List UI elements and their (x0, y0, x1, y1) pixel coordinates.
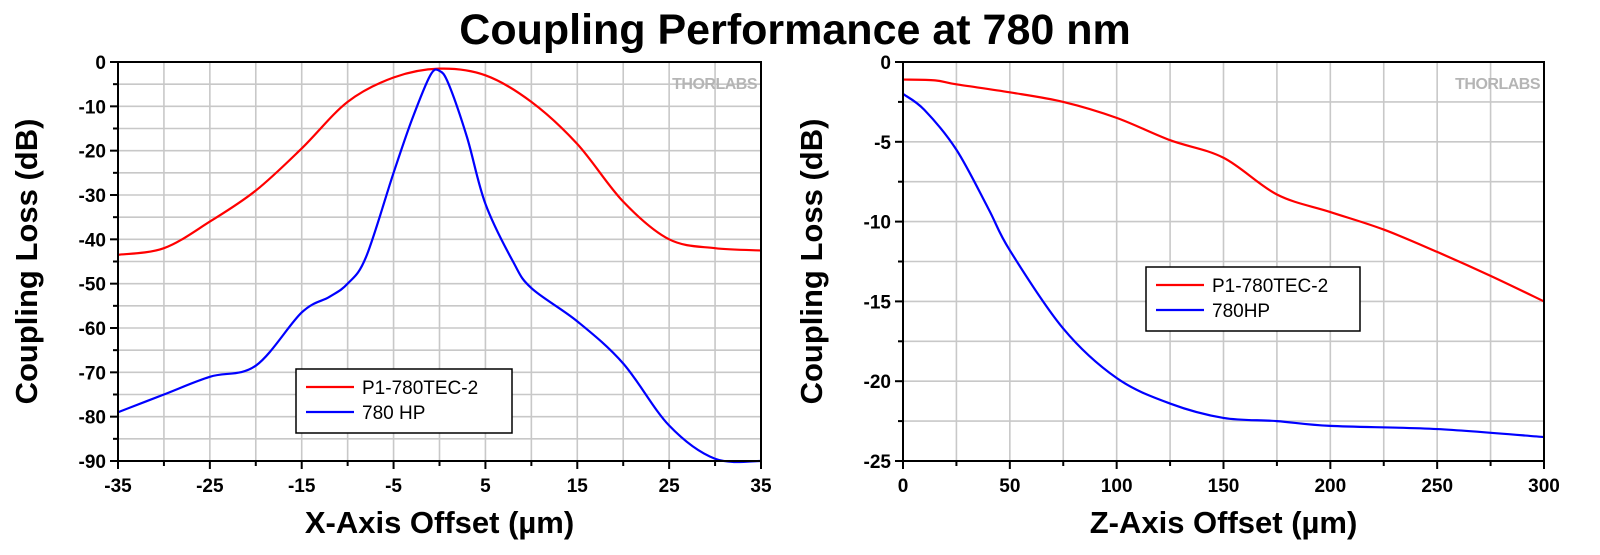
legend-box (295, 368, 513, 434)
y-axis-title: Coupling Loss (dB) (9, 119, 44, 405)
y-tick-label: -5 (874, 133, 891, 154)
x-tick-label: -5 (385, 476, 402, 497)
legend-label: P1-780TEC-2 (1212, 276, 1328, 297)
x-tick-label: 5 (480, 476, 491, 497)
y-axis-title: Coupling Loss (dB) (794, 119, 829, 405)
y-tick-label: -10 (864, 213, 891, 234)
x-tick-label: 250 (1421, 476, 1453, 497)
axis-ticks (110, 61, 762, 469)
legend-label: P1-780TEC-2 (362, 378, 478, 399)
x-tick-label: 25 (659, 476, 681, 497)
thorlabs-watermark: THORLABS (1455, 76, 1541, 93)
y-tick-label: -15 (864, 292, 892, 313)
y-tick-label: 0 (95, 53, 106, 74)
y-tick-label: -90 (79, 452, 106, 473)
figure-title: Coupling Performance at 780 nm (459, 6, 1130, 54)
y-tick-label: -25 (864, 452, 892, 473)
grid-lines (902, 61, 1545, 462)
y-tick-label: -20 (79, 142, 106, 163)
thorlabs-watermark: THORLABS (672, 76, 758, 93)
axis-ticks (895, 61, 1545, 469)
y-tick-label: -10 (79, 97, 106, 118)
y-tick-label: -60 (79, 319, 106, 340)
x-tick-label: 150 (1208, 476, 1240, 497)
y-tick-label: 0 (880, 53, 891, 74)
x-axis-title: Z-Axis Offset (µm) (1090, 505, 1358, 540)
x-tick-label: -15 (288, 476, 316, 497)
y-tick-label: -30 (79, 186, 106, 207)
x-tick-label: -35 (104, 476, 132, 497)
y-tick-label: -20 (864, 372, 891, 393)
x-tick-label: 200 (1314, 476, 1346, 497)
y-tick-label: -40 (79, 230, 106, 251)
y-tick-label: -50 (79, 275, 106, 296)
legend-box (1145, 266, 1361, 332)
y-tick-label: -80 (79, 408, 106, 429)
x-tick-label: 15 (567, 476, 589, 497)
x-axis-title: X-Axis Offset (µm) (305, 505, 574, 540)
z-offset-chart: THORLABS 0 50 100 150 200 250 300 0 -5 -10 -15 -20 -2… (794, 53, 1560, 540)
series-line-780hp (117, 68, 762, 464)
series-line-p1-780tec-2 (902, 78, 1545, 303)
x-tick-label: 50 (999, 476, 1020, 497)
x-offset-chart: THORLABS -35 -25 -15 -5 5 15 25 35 0 -10 -20 -30 -40 -… (9, 53, 772, 540)
series-line-p1-780tec-2 (117, 67, 762, 256)
x-tick-label: -25 (196, 476, 224, 497)
y-tick-label: -70 (79, 363, 106, 384)
x-tick-label: 100 (1101, 476, 1133, 497)
legend: P1-780TEC-2 780HP (1145, 266, 1361, 332)
legend-label: 780HP (1212, 301, 1270, 322)
legend: P1-780TEC-2 780 HP (295, 368, 513, 434)
x-tick-label: 300 (1528, 476, 1560, 497)
series-line-780hp (902, 93, 1545, 439)
x-tick-label: 35 (750, 476, 772, 497)
x-tick-label: 0 (898, 476, 909, 497)
legend-label: 780 HP (362, 403, 425, 424)
